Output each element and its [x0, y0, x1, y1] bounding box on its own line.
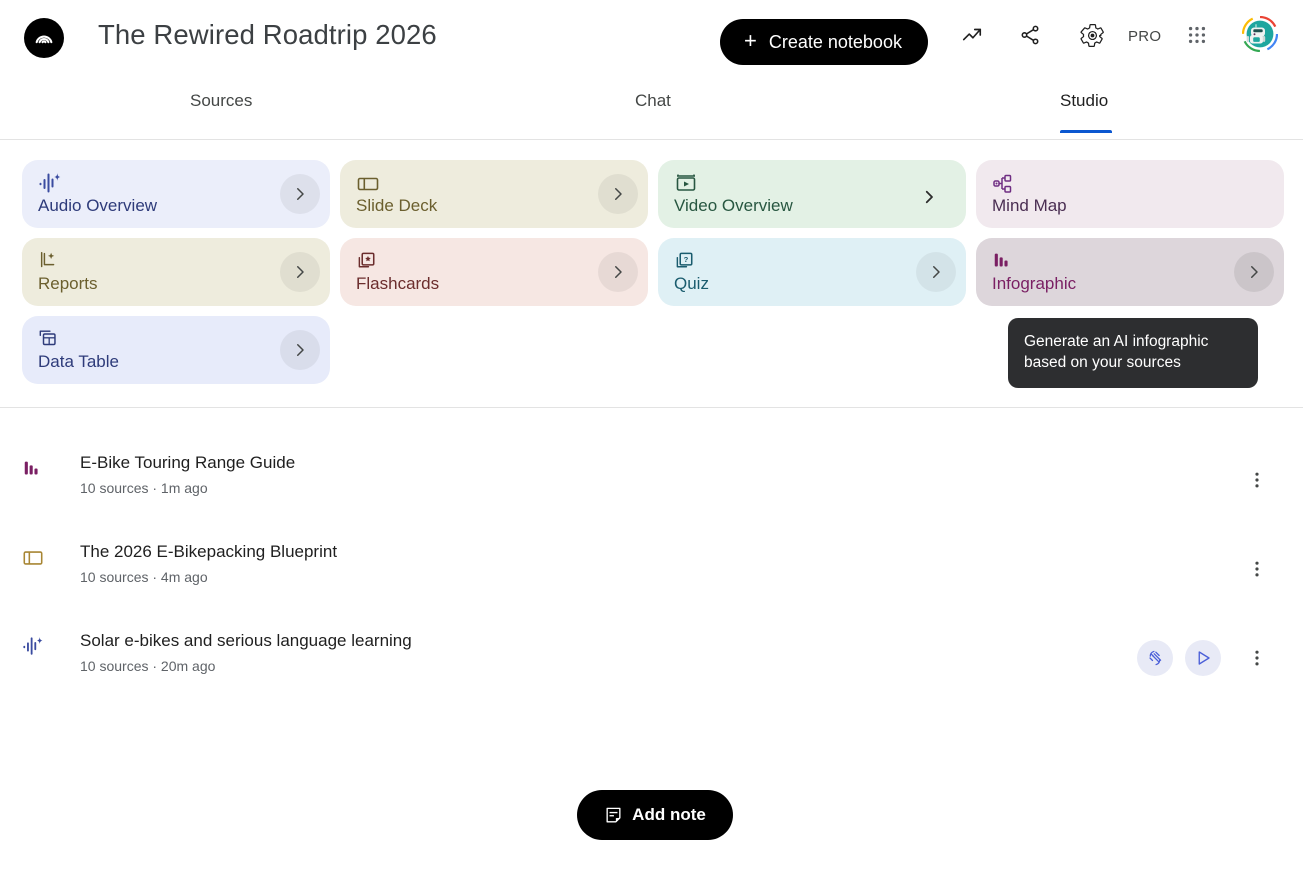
svg-text:?: ?: [684, 255, 689, 264]
